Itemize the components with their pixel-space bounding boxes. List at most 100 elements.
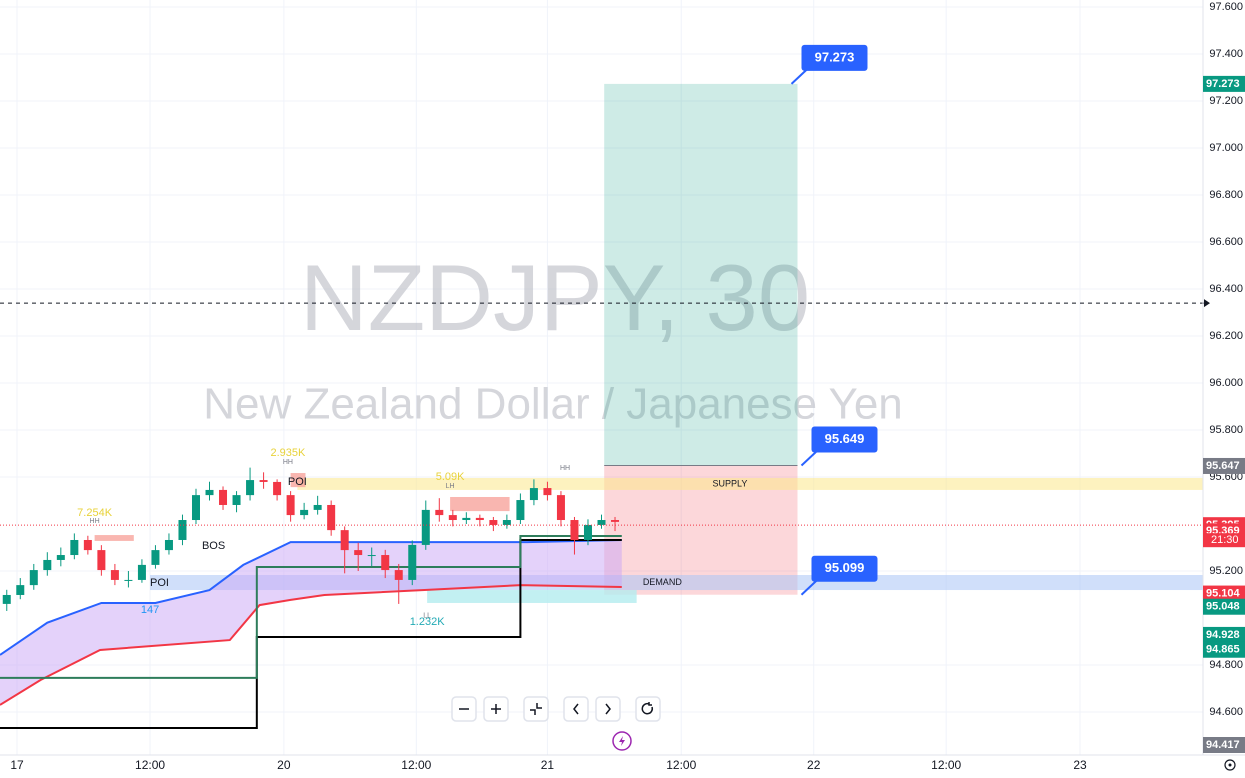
scroll-right-button[interactable]: [595, 696, 621, 722]
callout-box: [811, 426, 878, 453]
candle-body: [354, 550, 363, 556]
scroll-left-button[interactable]: [563, 696, 589, 722]
x-tick-label: 17: [10, 758, 24, 772]
candle-body: [16, 585, 25, 595]
box: [290, 473, 306, 488]
grid: [0, 0, 1203, 755]
annotation: 1.232K: [410, 616, 446, 628]
candle-body: [489, 520, 498, 525]
x-tick-label: 12:00: [666, 758, 696, 772]
candle-body: [597, 520, 606, 525]
candle-body: [502, 520, 511, 525]
y-tick-label: 97.400: [1209, 48, 1243, 60]
price-label-box: [1203, 641, 1245, 658]
callout-pointer: [800, 579, 819, 596]
price-label-box: [1203, 598, 1245, 615]
y-tick-label: 96.200: [1209, 330, 1243, 342]
scroll-right-icon: [605, 703, 611, 715]
candle-body: [110, 570, 119, 580]
candle-body: [124, 579, 133, 581]
annotation: 5.09K: [436, 471, 465, 483]
annotation: 147: [141, 604, 159, 616]
candle-body: [2, 594, 11, 604]
y-tick-label: 96.400: [1209, 283, 1243, 295]
candle-body: [178, 520, 187, 540]
price-label: 94.417: [1206, 739, 1240, 751]
crosshair-arrow: [1204, 299, 1210, 308]
candle-body: [164, 539, 173, 551]
settings-dot: [1228, 763, 1232, 767]
annotation: LL: [423, 613, 431, 620]
candle-body: [219, 489, 228, 505]
annotation: BOS: [202, 540, 225, 552]
reset-icon: [641, 702, 654, 715]
annotation: HH: [283, 459, 293, 466]
candle-body: [300, 509, 309, 516]
candle-body: [327, 504, 336, 531]
reset-scale-icon: [530, 703, 542, 715]
price-label: 95.104: [1206, 587, 1241, 599]
target-zone: [604, 83, 798, 466]
candle-body: [475, 517, 484, 521]
candle-body: [97, 550, 106, 571]
y-tick-label: 96.600: [1209, 236, 1243, 248]
scroll-left-icon: [573, 703, 579, 715]
annotation: HH: [560, 465, 570, 472]
callout-pointer: [790, 68, 809, 85]
candle-body: [367, 555, 376, 557]
y-tick-label: 97.600: [1209, 1, 1243, 13]
candle-body: [273, 481, 282, 496]
candle-body: [246, 480, 255, 496]
candle-body: [529, 488, 538, 501]
candle-body: [232, 495, 241, 505]
indicator-line: [0, 538, 622, 729]
y-tick-label: 94.800: [1209, 659, 1243, 671]
candle-body: [83, 539, 92, 551]
callout-label: 97.273: [815, 49, 855, 64]
box: [450, 496, 510, 512]
x-tick-label: 22: [807, 758, 821, 772]
candle-body: [137, 564, 146, 580]
candle-body: [259, 480, 268, 482]
y-tick-label: 95.200: [1209, 565, 1243, 577]
y-tick-label: 96.800: [1209, 189, 1243, 201]
callout-box: [811, 555, 878, 582]
callout-label: 95.099: [825, 560, 865, 575]
callout-label: 95.649: [825, 431, 865, 446]
annotation: POI: [288, 476, 307, 488]
candle-body: [543, 488, 552, 496]
candle-body: [56, 555, 65, 560]
axes: 97.600 97.400 97.200 97.000 96.800 96.600 96.4…: [10, 1, 1245, 772]
y-tick-label: 94.600: [1209, 706, 1243, 718]
zoom-in-icon: [491, 704, 501, 714]
x-tick-label: 12:00: [401, 758, 431, 772]
zone-label: SUPPLY: [712, 478, 747, 488]
watermark-description: New Zealand Dollar / Japanese Yen: [203, 380, 903, 429]
box: [94, 535, 134, 541]
annotation: POI: [150, 577, 169, 589]
candle-body: [191, 495, 200, 521]
settings-icon[interactable]: [1224, 759, 1236, 771]
toolbar: [451, 696, 661, 722]
plot: SUPPLYDEMAND7.254KHHBOSPOI1472.935KHHPOI…: [0, 44, 1210, 729]
x-tick-label: 20: [277, 758, 291, 772]
price-label-box: [1203, 457, 1245, 474]
reset-scale-button[interactable]: [523, 696, 549, 722]
replay-icon[interactable]: [612, 731, 632, 751]
x-tick-label: 21: [541, 758, 555, 772]
annotation: LH: [446, 483, 455, 490]
callout-box: [801, 44, 868, 71]
annotation: 2.935K: [270, 447, 306, 459]
countdown: 21:30: [1211, 534, 1239, 546]
candle-body: [205, 489, 214, 496]
y-tick-label: 96.000: [1209, 377, 1243, 389]
price-label: 95.048: [1206, 601, 1240, 613]
zone: [297, 477, 1203, 490]
indicator-line: [0, 584, 622, 706]
price-label: 95.647: [1206, 460, 1240, 472]
price-label-box: [1203, 585, 1245, 602]
reset-button[interactable]: [635, 696, 661, 722]
price-label-box: [1203, 75, 1245, 92]
